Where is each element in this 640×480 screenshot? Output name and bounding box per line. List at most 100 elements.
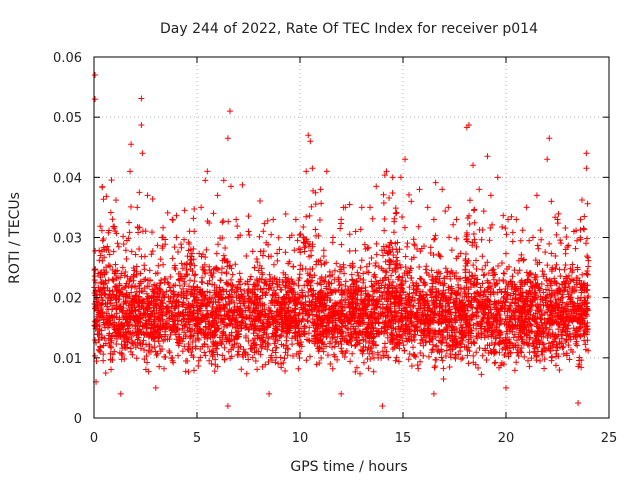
data-point bbox=[552, 253, 559, 260]
data-point bbox=[302, 243, 309, 250]
data-point bbox=[295, 245, 302, 252]
data-point bbox=[523, 269, 530, 276]
data-point bbox=[553, 231, 560, 238]
data-point bbox=[318, 281, 325, 288]
data-point bbox=[308, 203, 315, 210]
data-point bbox=[127, 348, 134, 355]
data-point bbox=[466, 348, 473, 355]
data-point bbox=[492, 359, 499, 366]
data-point bbox=[408, 362, 415, 369]
data-point bbox=[365, 244, 372, 251]
data-point bbox=[415, 223, 422, 230]
data-point bbox=[178, 244, 185, 251]
data-point bbox=[100, 196, 107, 203]
data-point bbox=[295, 282, 302, 289]
data-point bbox=[191, 272, 198, 279]
data-point bbox=[107, 209, 114, 216]
data-point bbox=[472, 257, 479, 264]
data-point bbox=[225, 218, 232, 225]
data-point bbox=[432, 363, 439, 370]
data-point bbox=[466, 220, 473, 227]
data-point bbox=[114, 240, 121, 247]
data-point bbox=[470, 262, 477, 269]
data-point bbox=[502, 250, 509, 257]
data-point bbox=[546, 277, 553, 284]
data-point bbox=[380, 191, 387, 198]
data-point bbox=[184, 253, 191, 260]
data-point bbox=[509, 229, 516, 236]
data-point bbox=[239, 181, 246, 188]
data-point bbox=[525, 327, 532, 334]
data-point bbox=[357, 226, 364, 233]
data-point bbox=[490, 276, 497, 283]
data-point bbox=[274, 337, 281, 344]
data-point bbox=[108, 177, 115, 184]
data-point bbox=[282, 367, 289, 374]
data-point bbox=[491, 360, 498, 367]
data-point bbox=[537, 227, 544, 234]
data-point bbox=[229, 271, 236, 278]
data-point bbox=[368, 308, 375, 315]
data-point bbox=[531, 349, 538, 356]
data-point bbox=[128, 203, 135, 210]
data-point bbox=[355, 272, 362, 279]
data-point bbox=[115, 243, 122, 250]
data-point bbox=[331, 343, 338, 350]
data-point bbox=[579, 271, 586, 278]
data-point bbox=[582, 341, 589, 348]
data-point bbox=[331, 267, 338, 274]
data-point bbox=[166, 284, 173, 291]
data-point bbox=[312, 201, 319, 208]
data-point bbox=[470, 230, 477, 237]
data-point bbox=[264, 217, 271, 224]
data-point bbox=[480, 272, 487, 279]
data-point bbox=[370, 273, 377, 280]
data-point bbox=[443, 347, 450, 354]
data-point bbox=[154, 242, 161, 249]
data-point bbox=[284, 345, 291, 352]
data-point bbox=[353, 364, 360, 371]
data-point bbox=[417, 288, 424, 295]
data-point bbox=[122, 247, 129, 254]
data-point bbox=[189, 268, 196, 275]
data-point bbox=[315, 258, 322, 265]
data-point bbox=[167, 273, 174, 280]
data-point bbox=[248, 342, 255, 349]
data-point bbox=[393, 354, 400, 361]
data-point bbox=[305, 330, 312, 337]
data-point bbox=[366, 260, 373, 267]
data-point bbox=[582, 240, 589, 247]
data-point bbox=[231, 299, 238, 306]
data-point bbox=[556, 266, 563, 273]
data-point bbox=[174, 248, 181, 255]
data-point bbox=[103, 310, 110, 317]
data-point bbox=[386, 194, 393, 201]
data-point bbox=[303, 357, 310, 364]
data-point bbox=[135, 229, 142, 236]
data-point bbox=[285, 346, 292, 353]
data-point bbox=[405, 356, 412, 363]
data-point bbox=[277, 333, 284, 340]
data-point bbox=[423, 263, 430, 270]
data-point bbox=[475, 364, 482, 371]
data-point bbox=[164, 209, 171, 216]
data-point bbox=[160, 224, 167, 231]
data-point bbox=[112, 261, 119, 268]
data-point bbox=[378, 265, 385, 272]
data-point bbox=[577, 216, 584, 223]
data-point bbox=[534, 303, 541, 310]
data-point bbox=[370, 368, 377, 375]
data-point bbox=[380, 288, 387, 295]
data-point bbox=[236, 270, 243, 277]
data-point bbox=[462, 255, 469, 262]
data-point bbox=[190, 215, 197, 222]
data-point bbox=[227, 262, 234, 269]
data-point bbox=[193, 302, 200, 309]
data-point bbox=[178, 260, 185, 267]
data-point bbox=[265, 334, 272, 341]
data-point bbox=[108, 344, 115, 351]
data-point bbox=[373, 240, 380, 247]
data-point bbox=[411, 336, 418, 343]
data-point bbox=[141, 266, 148, 273]
data-point bbox=[580, 225, 587, 232]
